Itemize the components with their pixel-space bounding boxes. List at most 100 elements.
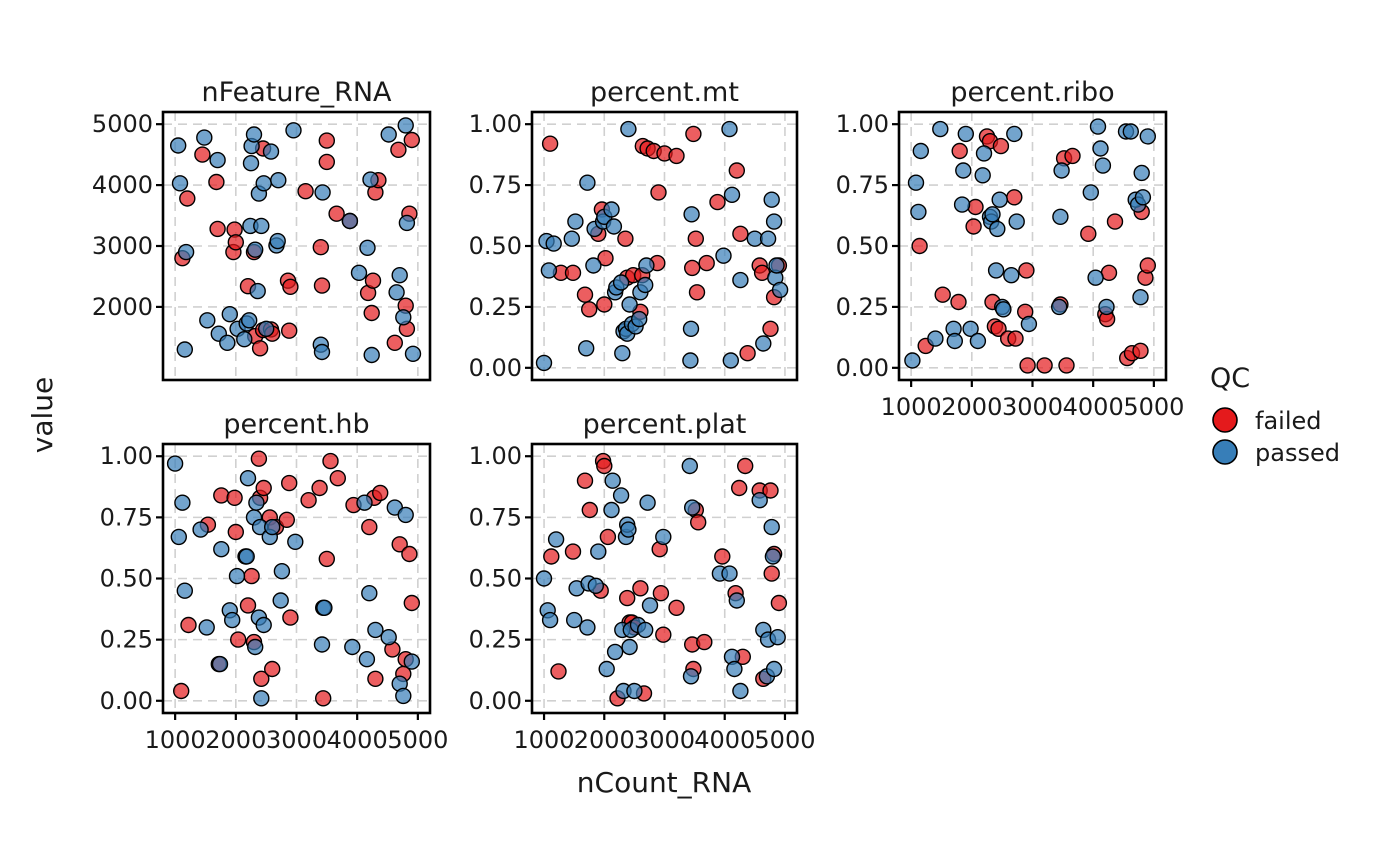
point-passed (285, 122, 302, 139)
panel-title: percent.hb (223, 409, 369, 440)
point-passed (765, 660, 783, 678)
point-passed (174, 494, 191, 511)
point-passed (388, 284, 405, 301)
point-failed (328, 205, 345, 222)
point-passed (1082, 184, 1100, 201)
point-passed (240, 312, 258, 329)
point-passed (579, 619, 596, 636)
point-failed (255, 479, 272, 497)
panel-title: percent.mt (590, 77, 739, 108)
point-failed (632, 580, 649, 597)
point-failed (684, 259, 701, 277)
point-failed (329, 470, 346, 487)
y-tick-label: 0.25 (469, 626, 522, 654)
point-failed (401, 545, 418, 563)
point-passed (605, 218, 623, 235)
point-passed (764, 548, 782, 565)
point-passed (213, 541, 230, 558)
point-passed (397, 117, 414, 134)
point-passed (637, 276, 654, 294)
point-passed (367, 621, 384, 639)
panel-percent-ribo: percent.ribo 0.00 0.25 0.50 0.75 1.00 1000 2000… (836, 77, 1185, 421)
panel-percent-mt: percent.mt 0.00 0.25 0.50 0.75 1.00 (469, 77, 799, 382)
legend-label-passed: passed (1255, 439, 1340, 467)
point-failed (655, 626, 672, 643)
point-passed (199, 312, 216, 329)
y-tick-label: 0.25 (836, 293, 889, 321)
y-tick-label: 0.75 (836, 171, 889, 199)
point-passed (723, 186, 741, 204)
point-passed (912, 142, 929, 160)
x-tick-label: 5000 (1123, 393, 1184, 421)
point-passed (541, 611, 559, 629)
point-passed (721, 565, 738, 582)
point-failed (1036, 357, 1053, 374)
x-tick-label: 1000 (514, 726, 575, 754)
point-failed (312, 238, 329, 256)
point-passed (363, 346, 380, 364)
point-passed (1094, 157, 1112, 174)
point-failed (229, 631, 247, 648)
x-axis-title: nCount_RNA (577, 766, 751, 799)
point-passed (248, 494, 265, 511)
point-passed (209, 151, 226, 169)
point-failed (668, 147, 685, 165)
point-failed (391, 536, 408, 553)
point-passed (955, 162, 972, 179)
point-failed (180, 616, 197, 634)
point-failed (281, 474, 298, 492)
x-tick-label: 3000 (266, 726, 327, 754)
point-passed (1050, 298, 1068, 316)
point-failed (731, 479, 748, 497)
y-tick-label: 0.25 (100, 626, 153, 654)
y-axis-title: value (26, 377, 59, 453)
point-failed (318, 132, 335, 149)
point-failed (599, 528, 617, 546)
point-failed (696, 633, 713, 651)
point-failed (650, 184, 667, 201)
point-failed (367, 670, 384, 687)
point-failed (543, 548, 560, 565)
point-failed (550, 663, 567, 680)
point-passed (590, 543, 607, 560)
point-failed (282, 278, 299, 295)
point-passed (221, 306, 239, 323)
point-passed (1133, 164, 1150, 182)
point-failed (934, 286, 951, 303)
point-passed (721, 120, 738, 138)
point-passed (987, 262, 1005, 279)
x-tick-label: 2000 (205, 726, 266, 754)
point-passed (763, 191, 780, 208)
point-passed (612, 274, 630, 291)
panel-title: percent.ribo (950, 77, 1114, 108)
point-failed (318, 550, 335, 568)
y-tick-label: 1.00 (100, 442, 153, 470)
y-tick-label: 5000 (92, 110, 153, 138)
y-tick-label: 0.50 (100, 565, 153, 593)
point-failed (619, 589, 636, 607)
point-passed (253, 690, 270, 707)
point-passed (245, 126, 263, 143)
point-passed (272, 592, 289, 609)
point-failed (770, 594, 788, 612)
point-failed (403, 131, 420, 149)
point-failed (597, 250, 614, 267)
point-passed (969, 332, 987, 350)
point-failed (687, 230, 704, 247)
y-tick-label: 1.00 (469, 110, 522, 138)
point-passed (759, 230, 777, 247)
point-passed (246, 241, 264, 258)
legend: QC failed passed (1210, 363, 1340, 467)
point-passed (166, 455, 184, 472)
point-passed (380, 126, 397, 143)
point-failed (714, 548, 731, 565)
point-passed (631, 310, 648, 328)
point-failed (709, 193, 726, 211)
point-failed (313, 277, 331, 294)
y-tick-label: 0.50 (469, 232, 522, 260)
point-passed (683, 206, 700, 223)
point-failed (227, 234, 245, 251)
point-failed (1018, 262, 1035, 279)
point-passed (397, 506, 414, 524)
point-failed (762, 482, 779, 499)
